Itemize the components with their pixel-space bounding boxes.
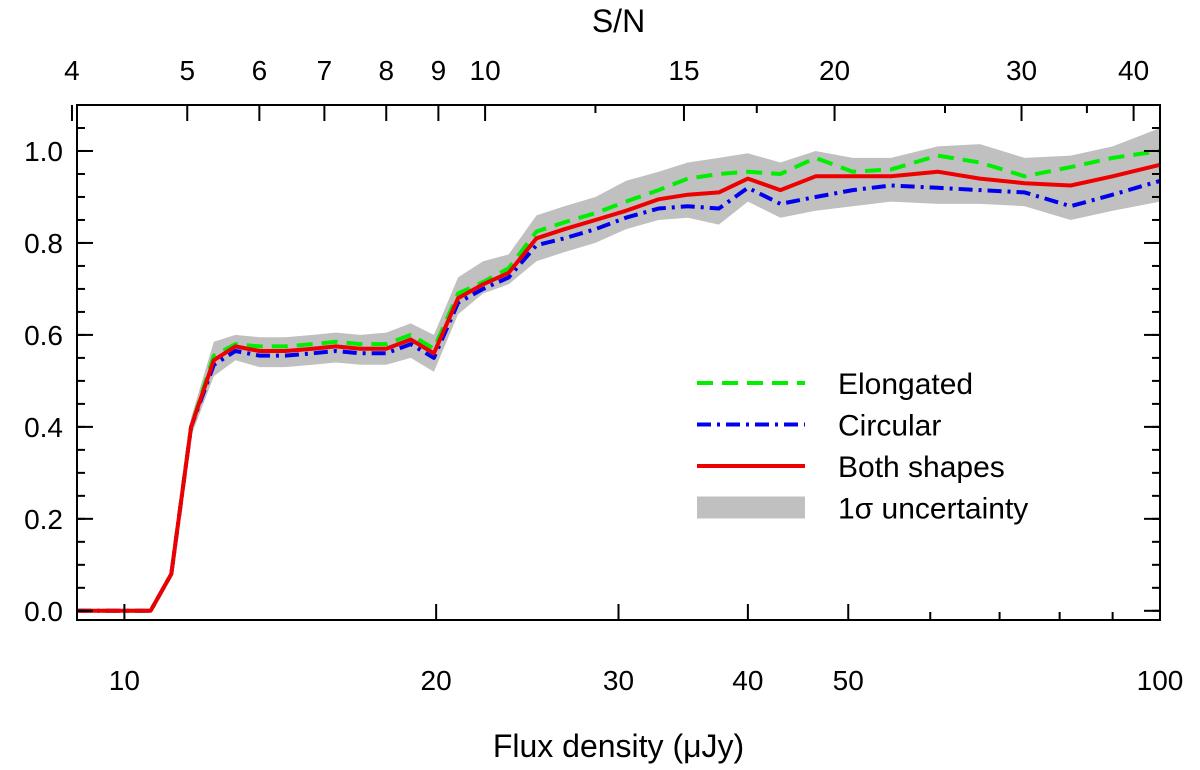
legend: Elongated Circular Both shapes 1σ uncertain… xyxy=(697,368,1028,526)
top-tick-label: 40 xyxy=(1118,55,1149,86)
x-tick-label: 100 xyxy=(1137,665,1184,696)
legend-label-circular: Circular xyxy=(838,410,941,443)
top-tick-label: 4 xyxy=(64,55,80,86)
top-tick-label: 8 xyxy=(378,55,394,86)
axes: 0.0 0.2 0.4 0.6 0.8 1.0 10 20 30 40 50 100 4 5 6 7 8 9 10 1… xyxy=(24,55,1183,696)
plot-area xyxy=(77,128,1161,613)
y-tick-label: 0.6 xyxy=(24,320,63,351)
x-tick-label: 50 xyxy=(833,665,864,696)
series-line-elongated xyxy=(77,149,1161,613)
x-tick-label: 30 xyxy=(603,665,634,696)
y-tick-label: 0.8 xyxy=(24,228,63,259)
x-axis-title: Flux density (μJy) xyxy=(493,728,744,764)
top-tick-label: 15 xyxy=(668,55,699,86)
x-tick-label: 20 xyxy=(421,665,452,696)
uncertainty-band xyxy=(77,128,1160,611)
legend-label-both-shapes: Both shapes xyxy=(838,451,1005,484)
top-tick-label: 7 xyxy=(317,55,333,86)
x-tick-label: 10 xyxy=(109,665,140,696)
y-tick-label: 1.0 xyxy=(24,136,63,167)
top-tick-label: 10 xyxy=(470,55,501,86)
top-tick-label: 9 xyxy=(431,55,447,86)
legend-label-1-uncertainty: 1σ uncertainty xyxy=(838,493,1028,526)
series-line-circular xyxy=(77,178,1161,613)
x-tick-label: 40 xyxy=(732,665,763,696)
top-tick-label: 6 xyxy=(252,55,268,86)
y-tick-label: 0.0 xyxy=(24,596,63,627)
series-line-both-shapes xyxy=(77,162,1161,613)
top-tick-label: 20 xyxy=(819,55,850,86)
legend-label-elongated: Elongated xyxy=(838,368,973,401)
legend-swatch-band xyxy=(697,496,805,519)
top-axis-title: S/N xyxy=(592,3,645,39)
top-tick-label: 30 xyxy=(1006,55,1037,86)
top-tick-label: 5 xyxy=(179,55,195,86)
y-tick-label: 0.2 xyxy=(24,504,63,535)
y-tick-label: 0.4 xyxy=(24,412,63,443)
